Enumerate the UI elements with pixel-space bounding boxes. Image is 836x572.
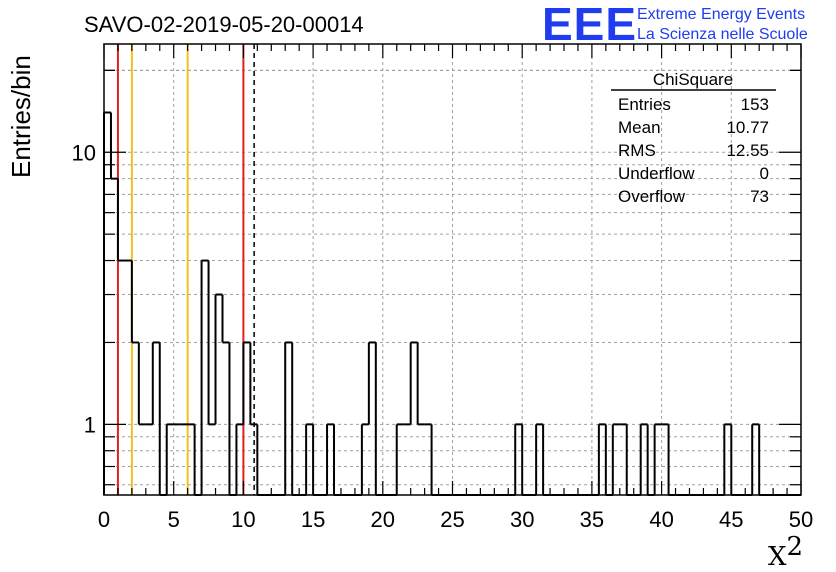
eee-logo-mark: EEE bbox=[542, 0, 637, 50]
x-tick-label: 50 bbox=[789, 507, 813, 532]
eee-logo-line1: Extreme Energy Events bbox=[637, 6, 805, 23]
x-tick-label: 15 bbox=[301, 507, 325, 532]
stats-row-label: Entries bbox=[618, 95, 671, 114]
x-axis-title-superscript: 2 bbox=[787, 532, 804, 562]
x-tick-label: 40 bbox=[649, 507, 673, 532]
x-tick-label: 0 bbox=[98, 507, 110, 532]
eee-logo-line2: La Scienza nelle Scuole bbox=[637, 26, 808, 43]
y-axis-title: Entries/bin bbox=[6, 55, 36, 178]
stats-row-value: 12.55 bbox=[726, 141, 769, 160]
eee-logo: EEE Extreme Energy Events La Scienza nel… bbox=[542, 0, 808, 50]
y-tick-label: 10 bbox=[72, 140, 96, 165]
y-tick-label: 1 bbox=[84, 412, 96, 437]
x-tick-label: 30 bbox=[510, 507, 534, 532]
grid bbox=[104, 44, 801, 495]
x-axis-title-main: X bbox=[768, 542, 787, 572]
stats-row-label: RMS bbox=[618, 141, 656, 160]
x-tick-label: 25 bbox=[440, 507, 464, 532]
stats-row-value: 73 bbox=[750, 187, 769, 206]
stats-row-value: 10.77 bbox=[726, 118, 769, 137]
stats-row-label: Mean bbox=[618, 118, 661, 137]
stats-row-value: 0 bbox=[760, 164, 769, 183]
plot-frame bbox=[103, 43, 802, 496]
stats-row-value: 153 bbox=[741, 95, 769, 114]
x-tick-label: 45 bbox=[719, 507, 743, 532]
stats-row-label: Overflow bbox=[618, 187, 686, 206]
x-tick-label: 35 bbox=[580, 507, 604, 532]
x-tick-label: 10 bbox=[231, 507, 255, 532]
x-tick-label: 20 bbox=[371, 507, 395, 532]
stats-box-rows: Entries 153 Mean 10.77 RMS 12.55 Underflow 0 Ove… bbox=[618, 95, 769, 206]
stats-box-title: ChiSquare bbox=[653, 70, 733, 89]
stats-box: ChiSquare Entries 153 Mean 10.77 RMS 12.55 Und… bbox=[611, 70, 776, 206]
chart-title: SAVO-02-2019-05-20-00014 bbox=[84, 12, 364, 37]
x-axis-title: X2 bbox=[768, 532, 803, 572]
x-tick-label: 5 bbox=[168, 507, 180, 532]
stats-row-label: Underflow bbox=[618, 164, 695, 183]
axis-ticks bbox=[103, 44, 802, 495]
axis-tick-labels: 0 5 10 15 20 25 30 35 40 45 50 1 10 bbox=[72, 140, 814, 532]
